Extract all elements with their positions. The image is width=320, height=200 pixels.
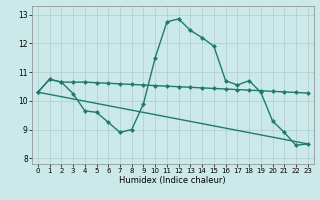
X-axis label: Humidex (Indice chaleur): Humidex (Indice chaleur) bbox=[119, 176, 226, 185]
